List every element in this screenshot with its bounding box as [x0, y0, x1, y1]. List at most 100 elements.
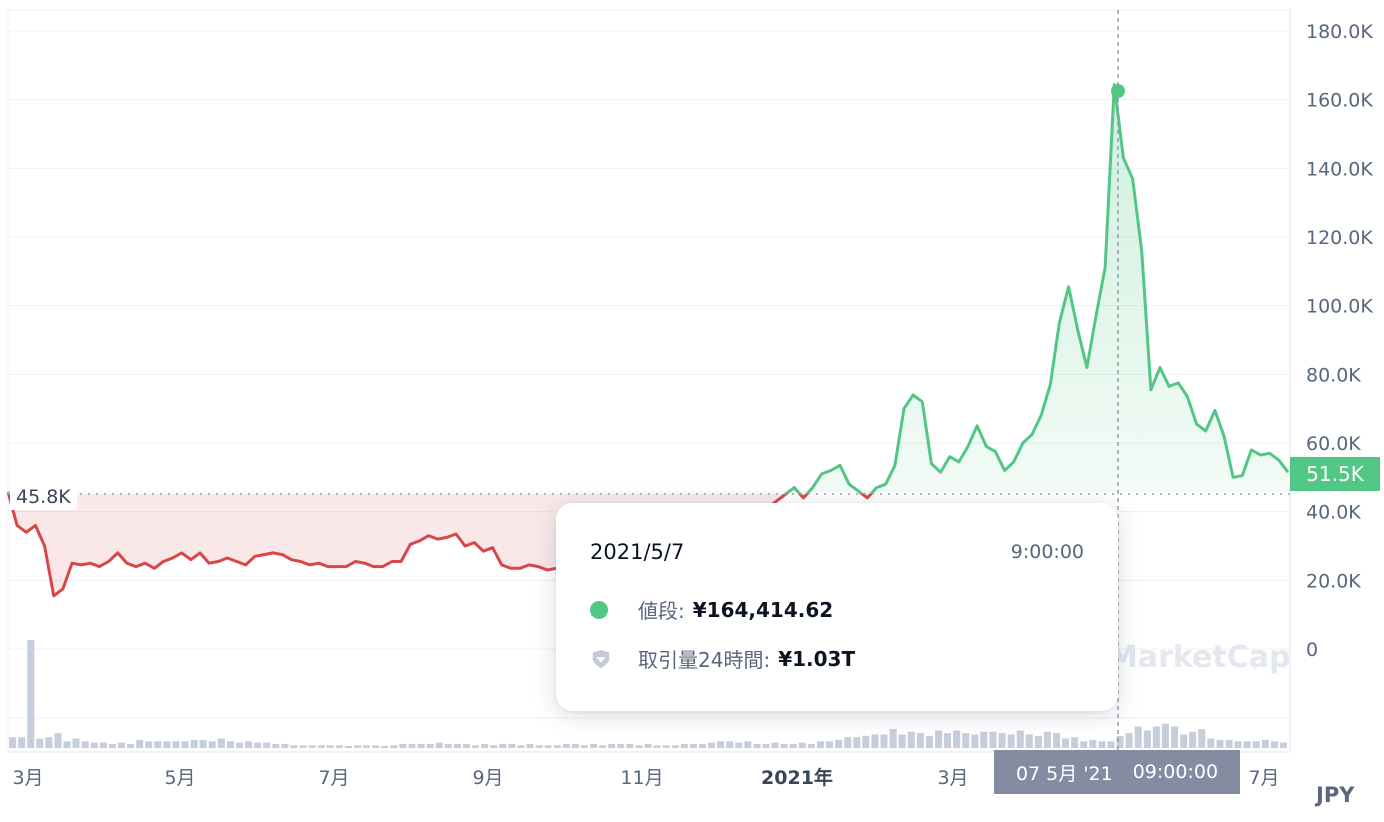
- volume-bar: [263, 742, 271, 748]
- volume-bar: [435, 742, 443, 748]
- volume-bar: [145, 741, 153, 749]
- volume-bar: [1234, 741, 1242, 749]
- volume-bar: [245, 741, 253, 749]
- volume-bar: [1152, 726, 1160, 748]
- volume-bar: [735, 742, 743, 748]
- volume-bar: [535, 745, 543, 748]
- volume-bar: [190, 739, 198, 748]
- crosshair-point: [1111, 84, 1125, 98]
- volume-bar: [72, 738, 80, 748]
- volume-bar: [90, 742, 98, 748]
- x-tick-label: 9月: [472, 767, 503, 789]
- volume-bar: [354, 745, 362, 748]
- volume-bar: [1180, 734, 1188, 748]
- volume-bar: [1243, 741, 1251, 749]
- volume-bar: [1207, 738, 1215, 748]
- volume-bar: [771, 742, 779, 748]
- volume-bar: [1043, 731, 1051, 748]
- volume-bar: [127, 744, 135, 748]
- volume-bar: [544, 745, 552, 748]
- volume-bar: [653, 745, 661, 748]
- volume-bar: [1071, 737, 1079, 748]
- watermark-logo: MarketCap: [1108, 640, 1291, 675]
- volume-bar: [99, 742, 107, 748]
- volume-bar: [344, 746, 352, 748]
- volume-bar: [372, 745, 380, 748]
- y-tick-label: 180.0K: [1306, 21, 1373, 43]
- y-tick-label: 20.0K: [1306, 570, 1361, 592]
- volume-bar: [335, 745, 343, 748]
- volume-bar: [417, 744, 425, 748]
- current-price-badge: 51.5K: [1290, 457, 1380, 491]
- volume-bar: [689, 744, 697, 748]
- volume-bar: [381, 746, 389, 748]
- volume-bar: [444, 744, 452, 748]
- volume-bar: [1080, 741, 1088, 749]
- chart-tooltip: 2021/5/7 9:00:00 値段: ¥164,414.62 取引量24時間…: [556, 503, 1118, 711]
- volume-bar: [27, 640, 35, 748]
- volume-bar: [1270, 741, 1278, 749]
- tooltip-price-row: 値段: ¥164,414.62: [590, 595, 833, 624]
- volume-bar: [1034, 735, 1042, 749]
- volume-bar: [1189, 731, 1197, 748]
- tooltip-price-value: ¥164,414.62: [692, 597, 834, 622]
- volume-bar: [798, 742, 806, 748]
- volume-bar: [481, 744, 489, 748]
- volume-bar: [780, 744, 788, 748]
- volume-bar: [1261, 739, 1269, 748]
- volume-bar: [1053, 733, 1061, 748]
- volume-bar: [1089, 739, 1097, 748]
- volume-bar: [935, 730, 943, 749]
- volume-bar: [980, 731, 988, 748]
- x-tick-label: 11月: [620, 767, 663, 789]
- volume-bar: [1171, 726, 1179, 748]
- volume-bar: [226, 741, 234, 749]
- volume-bar: [217, 738, 225, 748]
- x-tick-label: 3月: [12, 767, 43, 789]
- x-tick-label: 7月: [318, 767, 349, 789]
- volume-bar: [562, 744, 570, 748]
- volume-bar: [426, 744, 434, 748]
- y-tick-label: 80.0K: [1306, 364, 1361, 386]
- volume-bar: [181, 741, 189, 749]
- volume-bar: [1216, 739, 1224, 748]
- volume-bar: [1161, 723, 1169, 748]
- volume-bar: [1252, 741, 1260, 749]
- tooltip-volume-value: ¥1.03T: [778, 646, 856, 671]
- volume-bars: [9, 640, 1287, 749]
- volume-bar: [9, 737, 17, 748]
- volume-bar: [308, 745, 316, 748]
- volume-bar: [753, 744, 761, 748]
- volume-bar: [526, 744, 534, 748]
- volume-bar: [1134, 726, 1142, 748]
- volume-bar: [789, 744, 797, 748]
- volume-bar: [517, 745, 525, 748]
- volume-bar: [698, 744, 706, 748]
- volume-bar: [726, 741, 734, 749]
- volume-bar: [1025, 734, 1033, 748]
- volume-bar: [898, 734, 906, 748]
- y-tick-label: 60.0K: [1306, 433, 1361, 455]
- volume-bar: [299, 745, 307, 748]
- volume-bar: [680, 744, 688, 748]
- volume-bar: [1098, 741, 1106, 749]
- volume-bar: [136, 739, 144, 748]
- volume-bar: [154, 741, 162, 749]
- volume-bar: [45, 737, 53, 748]
- volume-bar: [290, 745, 298, 748]
- volume-bar: [326, 745, 334, 748]
- volume-bar: [962, 733, 970, 748]
- volume-bar: [807, 744, 815, 748]
- volume-bar: [608, 744, 616, 748]
- volume-bar: [172, 741, 180, 749]
- volume-bar: [508, 744, 516, 748]
- volume-bar: [1125, 733, 1133, 748]
- volume-bar: [762, 744, 770, 748]
- volume-bar: [599, 745, 607, 748]
- volume-bar: [853, 737, 861, 748]
- volume-bar: [1279, 742, 1287, 748]
- volume-bar: [662, 745, 670, 748]
- crosshair-date-badge: 07 5月 '21 09:00:00: [994, 750, 1240, 794]
- tooltip-volume-label: 取引量24時間:: [638, 648, 771, 672]
